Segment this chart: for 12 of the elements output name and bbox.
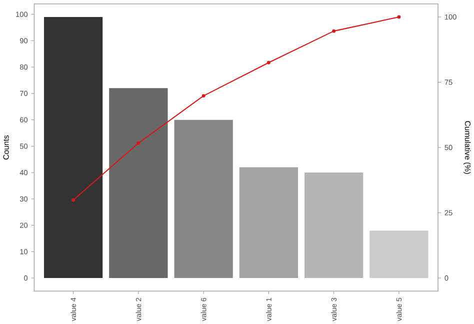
- point: [72, 198, 76, 202]
- point: [136, 141, 140, 145]
- bar: [370, 230, 428, 278]
- bar: [44, 16, 103, 278]
- point: [266, 60, 270, 64]
- point: [332, 29, 336, 33]
- point: [397, 15, 401, 18]
- bar: [109, 88, 168, 278]
- bar: [174, 120, 233, 278]
- bar: [304, 172, 364, 278]
- point: [202, 94, 206, 98]
- bar: [239, 167, 298, 278]
